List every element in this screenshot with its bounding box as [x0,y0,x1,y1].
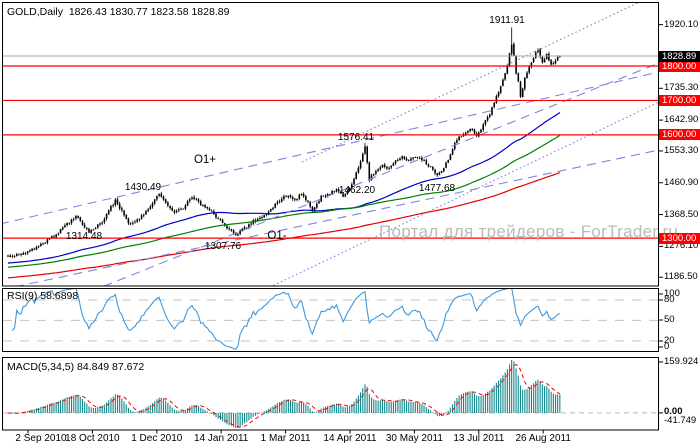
macd-indicator-label: MACD(5,34,5) 84.849 87.672 [7,361,145,373]
rsi-indicator-label: RSI(9) 58.6898 [7,290,79,302]
panel-divider-macd[interactable] [0,351,659,357]
watermark: Портал для трейдеров - ForTrader.ru [379,222,679,241]
chart-title-ohlc: GOLD,Daily 1826.43 1830.77 1823.58 1828.… [7,6,230,18]
time-axis[interactable] [0,430,659,446]
panel-divider-rsi[interactable] [0,285,659,289]
price-axis[interactable] [659,0,700,430]
